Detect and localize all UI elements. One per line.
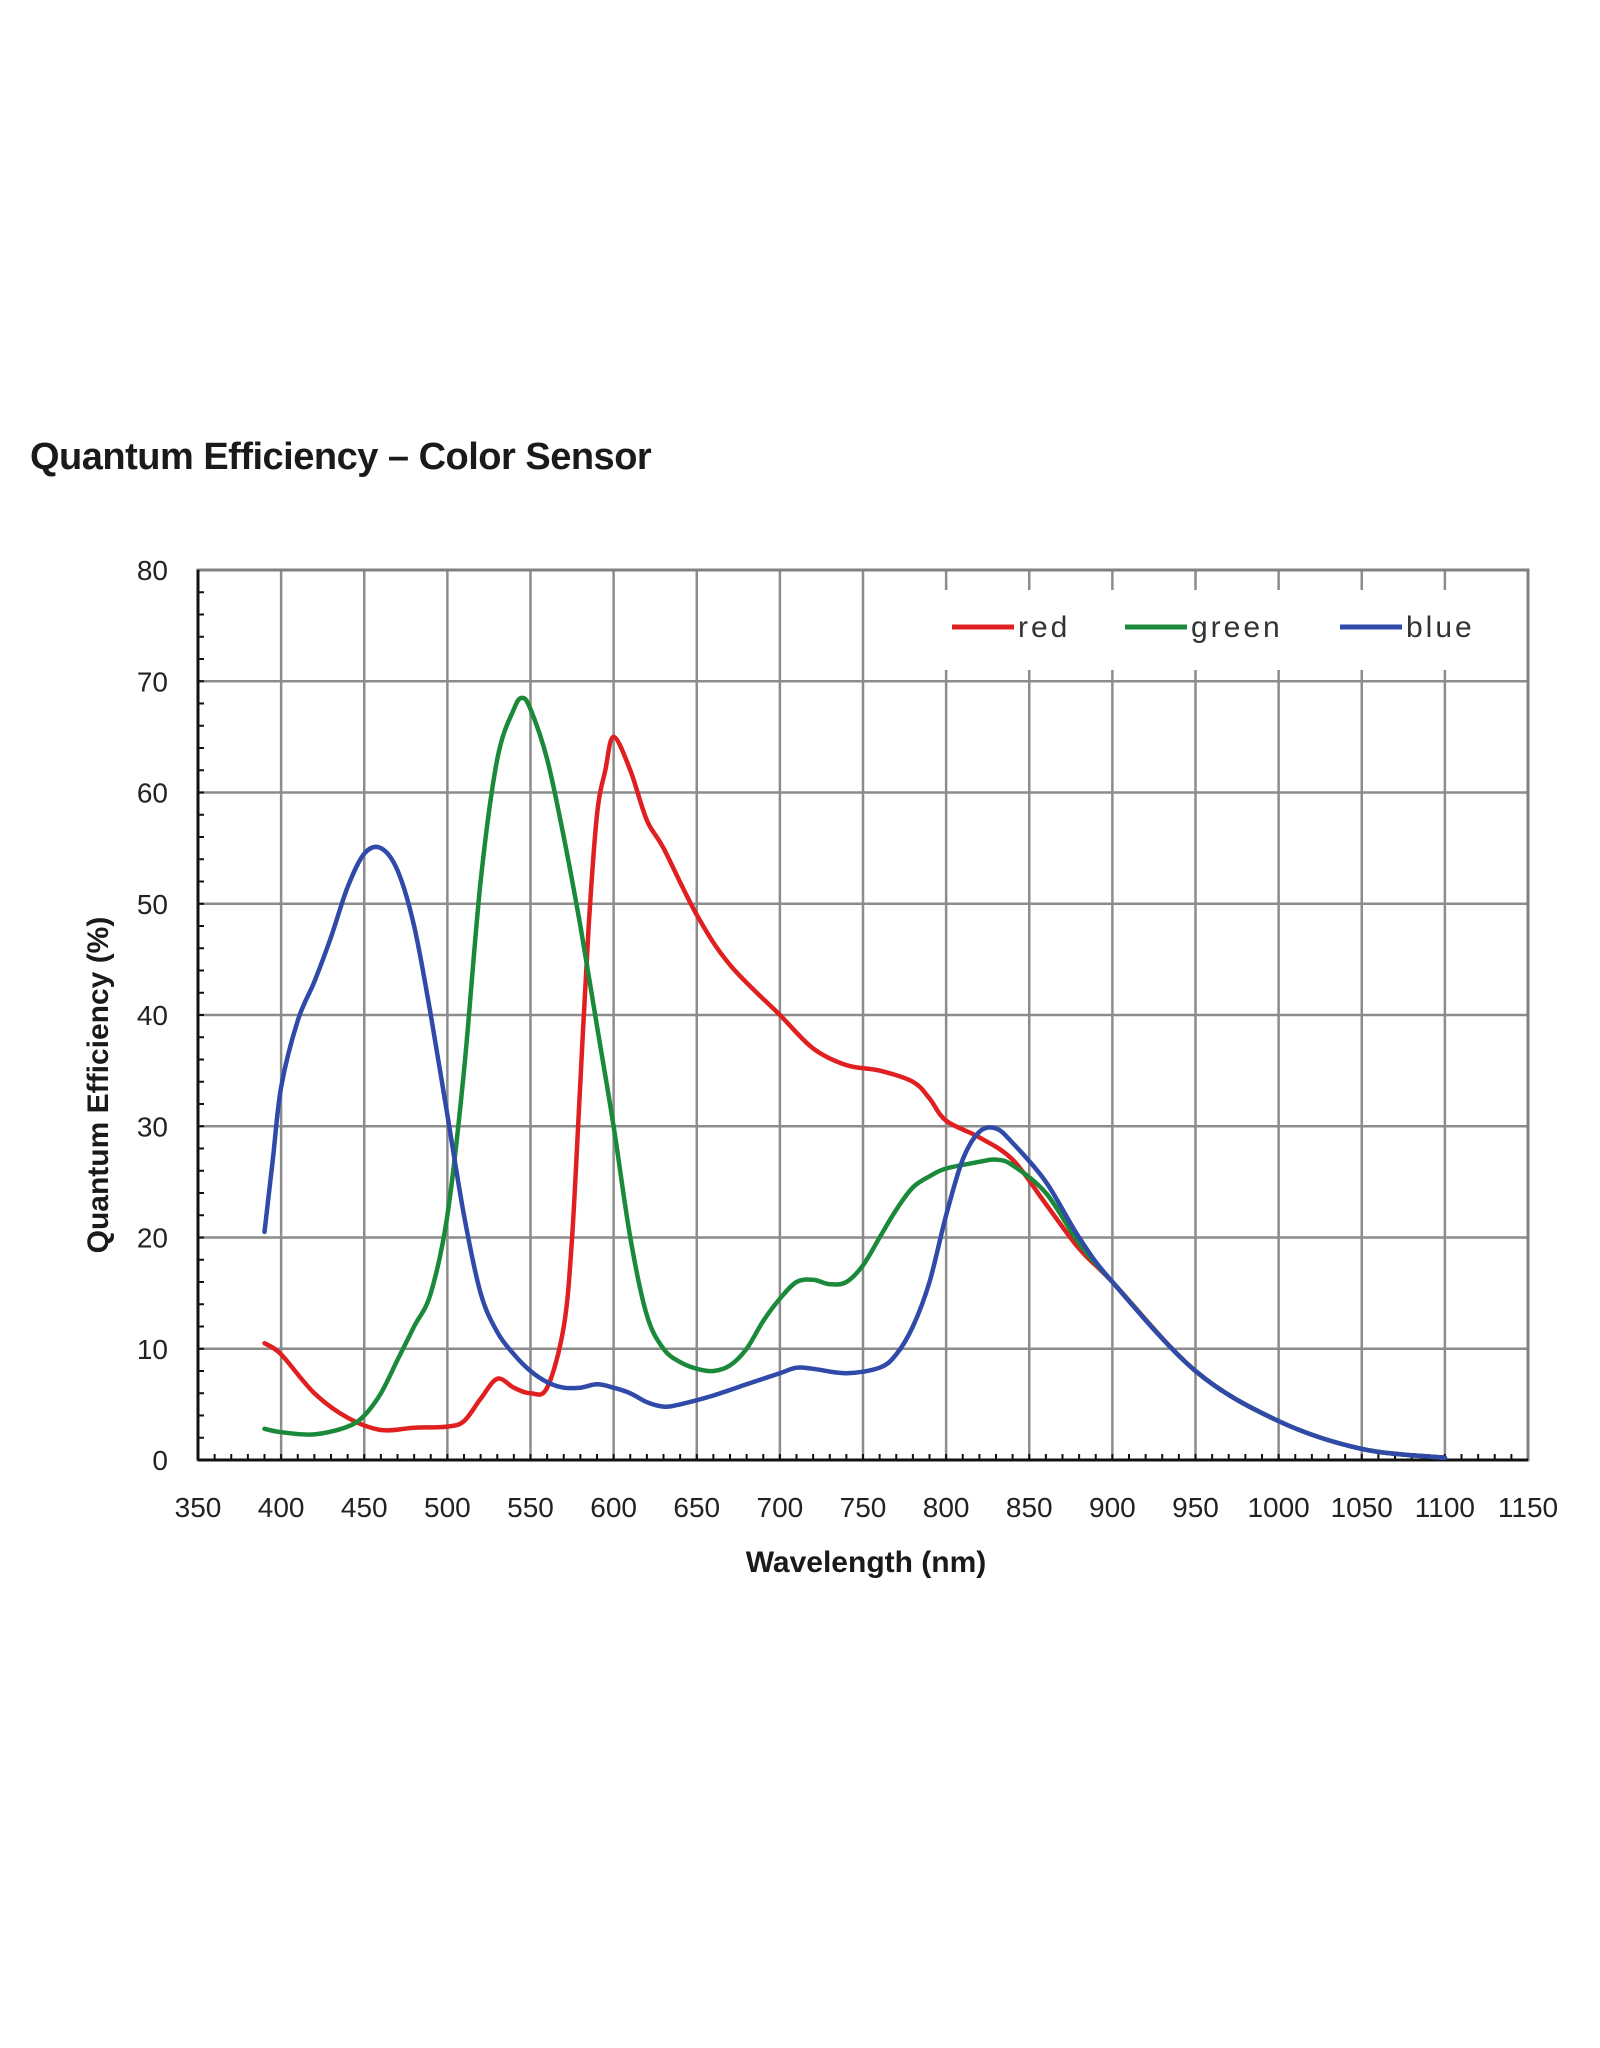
y-tick-label: 60	[137, 778, 168, 809]
x-tick-label: 750	[840, 1492, 887, 1523]
chart-title: Quantum Efficiency – Color Sensor	[30, 436, 652, 478]
y-tick-label: 80	[137, 555, 168, 586]
x-tick-label: 400	[258, 1492, 305, 1523]
x-axis-label: Wavelength (nm)	[746, 1546, 987, 1579]
x-tick-label: 600	[590, 1492, 637, 1523]
y-tick-label: 0	[152, 1445, 168, 1476]
y-tick-labels: 0 10 20 30 40 50 60 70 80	[137, 555, 168, 1476]
y-tick-label: 10	[137, 1334, 168, 1365]
y-tick-label: 30	[137, 1111, 168, 1142]
legend-label-blue: blue	[1406, 611, 1475, 644]
chart-grid	[196, 568, 1530, 1462]
x-tick-label: 1150	[1498, 1492, 1558, 1523]
y-axis-label: Quantum Efficiency (%)	[82, 917, 115, 1254]
legend-label-green: green	[1191, 611, 1283, 644]
x-tick-label: 850	[1006, 1492, 1053, 1523]
series-line-green	[262, 695, 1448, 1461]
y-tick-label: 70	[137, 666, 168, 697]
x-tick-label: 650	[673, 1492, 720, 1523]
x-tick-label: 1000	[1247, 1492, 1309, 1523]
x-tick-label: 500	[424, 1492, 471, 1523]
legend-label-red: red	[1018, 611, 1070, 644]
x-tick-label: 450	[341, 1492, 388, 1523]
chart-axes	[196, 570, 1528, 1462]
x-tick-label: 800	[923, 1492, 970, 1523]
y-tick-label: 20	[137, 1223, 168, 1254]
x-tick-label: 900	[1089, 1492, 1136, 1523]
x-tick-label: 1100	[1415, 1492, 1475, 1523]
x-tick-labels: 350 400 450 500 550 600 650 700 750 800 850 900 950 1…	[175, 1492, 1558, 1523]
y-tick-label: 50	[137, 889, 168, 920]
x-tick-label: 550	[507, 1492, 554, 1523]
y-tick-label: 40	[137, 1000, 168, 1031]
x-tick-label: 950	[1172, 1492, 1219, 1523]
chart-legend: red green blue	[920, 590, 1480, 670]
series-line-blue	[262, 844, 1448, 1461]
legend-box	[920, 590, 1480, 670]
series-line-red	[262, 734, 1448, 1461]
x-tick-label: 1050	[1331, 1492, 1393, 1523]
series-lines	[262, 695, 1448, 1461]
x-tick-label: 350	[175, 1492, 222, 1523]
x-tick-label: 700	[757, 1492, 804, 1523]
